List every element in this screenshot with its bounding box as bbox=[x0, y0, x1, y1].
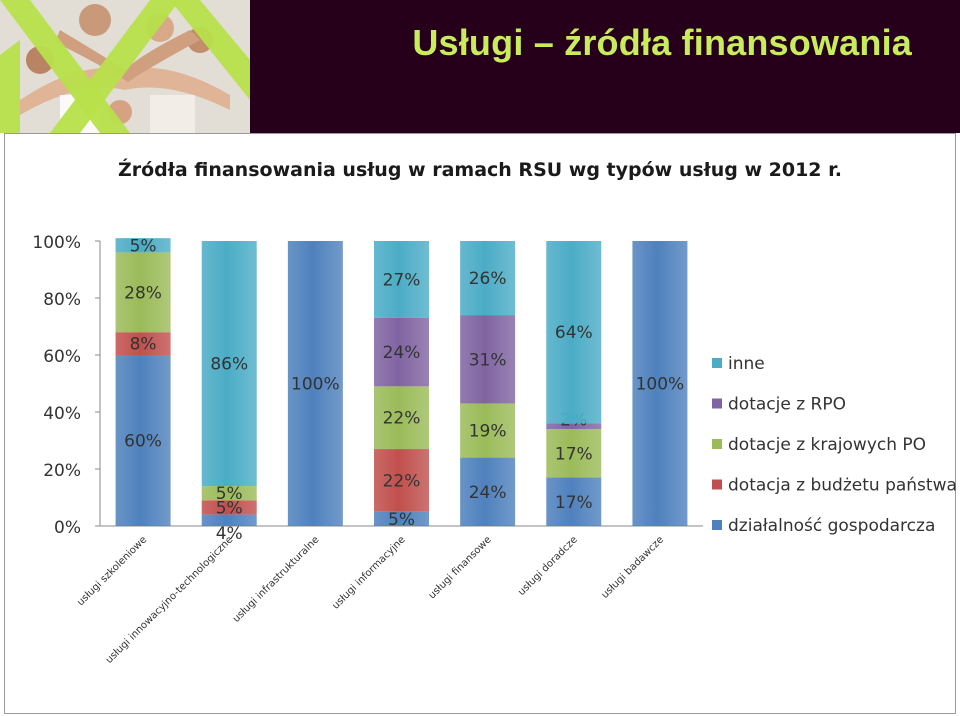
y-tick-label: 20% bbox=[43, 461, 81, 481]
data-label: 26% bbox=[469, 269, 507, 289]
bar-segment bbox=[201, 486, 257, 501]
bar-segment bbox=[115, 252, 171, 333]
data-label: 24% bbox=[469, 483, 507, 503]
bar-segment bbox=[460, 315, 516, 404]
data-label: 60% bbox=[124, 432, 162, 452]
legend-item: dotacje z krajowych PO bbox=[712, 435, 926, 455]
legend-item: dotacja z budżetu państwa bbox=[712, 476, 957, 496]
bar-segment bbox=[374, 317, 429, 387]
bar-segment bbox=[460, 457, 516, 526]
x-tick-label: usługi badawcze bbox=[600, 534, 667, 601]
slide-title: Usługi – źródła finansowania bbox=[412, 22, 912, 63]
bar-segment bbox=[201, 514, 257, 526]
bar-segment bbox=[115, 238, 171, 253]
legend-swatch bbox=[712, 398, 722, 409]
data-label: 27% bbox=[383, 270, 421, 290]
legend-label: dotacje z RPO bbox=[728, 395, 846, 415]
legend-swatch bbox=[712, 479, 722, 490]
data-label: 22% bbox=[383, 471, 421, 491]
bar-segment bbox=[546, 423, 602, 430]
bar-segment bbox=[374, 386, 429, 450]
bar-stack: 4% 5%5% 86% bbox=[201, 241, 257, 544]
legend-label: inne bbox=[728, 354, 765, 374]
data-label: 22% bbox=[383, 409, 421, 429]
bar-segment bbox=[115, 355, 171, 526]
y-tick-label: 40% bbox=[43, 404, 81, 424]
data-label: 24% bbox=[383, 343, 421, 363]
bar-stack: 100% bbox=[287, 241, 343, 526]
legend-swatch bbox=[712, 520, 722, 530]
bar-segment bbox=[287, 241, 343, 526]
data-label: 5% bbox=[388, 510, 415, 530]
bar-segment bbox=[201, 500, 257, 515]
bar-segment bbox=[546, 477, 602, 526]
legend-label: dotacje z krajowych PO bbox=[728, 435, 926, 455]
data-label: 19% bbox=[469, 422, 507, 442]
x-tick-label: usługi doradcze bbox=[516, 534, 580, 598]
bar-segment bbox=[115, 332, 171, 355]
bar-stack: 17%17%2%64% bbox=[546, 241, 602, 526]
data-label: 8% bbox=[130, 335, 157, 355]
legend-item: inne bbox=[712, 354, 765, 374]
bar-segment bbox=[546, 429, 602, 478]
bar-stack: 60% 8% 28% 5% bbox=[115, 236, 171, 526]
legend: inne dotacje z RPO dotacje z krajowych PO d… bbox=[712, 354, 957, 536]
team-hands-photo bbox=[0, 0, 250, 133]
data-label: 4% bbox=[216, 524, 243, 544]
data-label: 100% bbox=[291, 375, 340, 395]
y-tick-label: 0% bbox=[54, 518, 81, 538]
legend-item: dotacje z RPO bbox=[712, 395, 846, 415]
data-label: 28% bbox=[124, 283, 162, 303]
bar-stack: 24% 19% 31% 26% bbox=[460, 241, 516, 526]
data-label: 100% bbox=[636, 375, 685, 395]
slide-header: Usługi – źródła finansowania bbox=[0, 0, 960, 133]
bar-segment bbox=[460, 403, 516, 458]
data-label: 5% bbox=[216, 484, 243, 504]
x-tick-label: usługi szkoleniowe bbox=[75, 534, 149, 608]
legend-label: dotacja z budżetu państwa bbox=[728, 476, 957, 496]
chart-title: Źródła finansowania usług w ramach RSU w… bbox=[118, 158, 842, 181]
bar-segment bbox=[374, 511, 429, 526]
x-tick-label: usługi infrastrukturalne bbox=[231, 534, 322, 625]
bar-segment bbox=[460, 241, 516, 316]
data-label: 31% bbox=[469, 350, 507, 370]
y-tick-label: 60% bbox=[43, 347, 81, 367]
data-label: 64% bbox=[555, 323, 593, 343]
data-label: 17% bbox=[555, 493, 593, 513]
bar-stack: 100% bbox=[632, 241, 688, 526]
data-label: 86% bbox=[210, 355, 248, 375]
y-tick-label: 80% bbox=[43, 290, 81, 310]
legend-label: działalność gospodarcza bbox=[728, 516, 935, 536]
x-tick-label: usługi finansowe bbox=[427, 534, 494, 601]
legend-item: działalność gospodarcza bbox=[712, 516, 935, 536]
bar-segment bbox=[546, 241, 602, 424]
bar-segment bbox=[632, 241, 688, 526]
bars: 60%8%28%5%4%5%5%86%100%5%22%22%24%27%24%… bbox=[115, 236, 688, 544]
data-label: 17% bbox=[555, 444, 593, 464]
data-label: 5% bbox=[216, 498, 243, 518]
bar-segment bbox=[201, 241, 257, 487]
legend-swatch bbox=[712, 439, 722, 449]
data-label: 5% bbox=[130, 236, 157, 256]
bar-stack: 5% 22% 22% 24% 27% bbox=[374, 241, 429, 530]
bar-segment bbox=[374, 449, 429, 512]
legend-swatch bbox=[712, 358, 722, 368]
y-tick-label: 100% bbox=[32, 233, 81, 253]
x-tick-label: usługi informacyjne bbox=[330, 534, 407, 611]
bar-segment bbox=[374, 241, 429, 318]
